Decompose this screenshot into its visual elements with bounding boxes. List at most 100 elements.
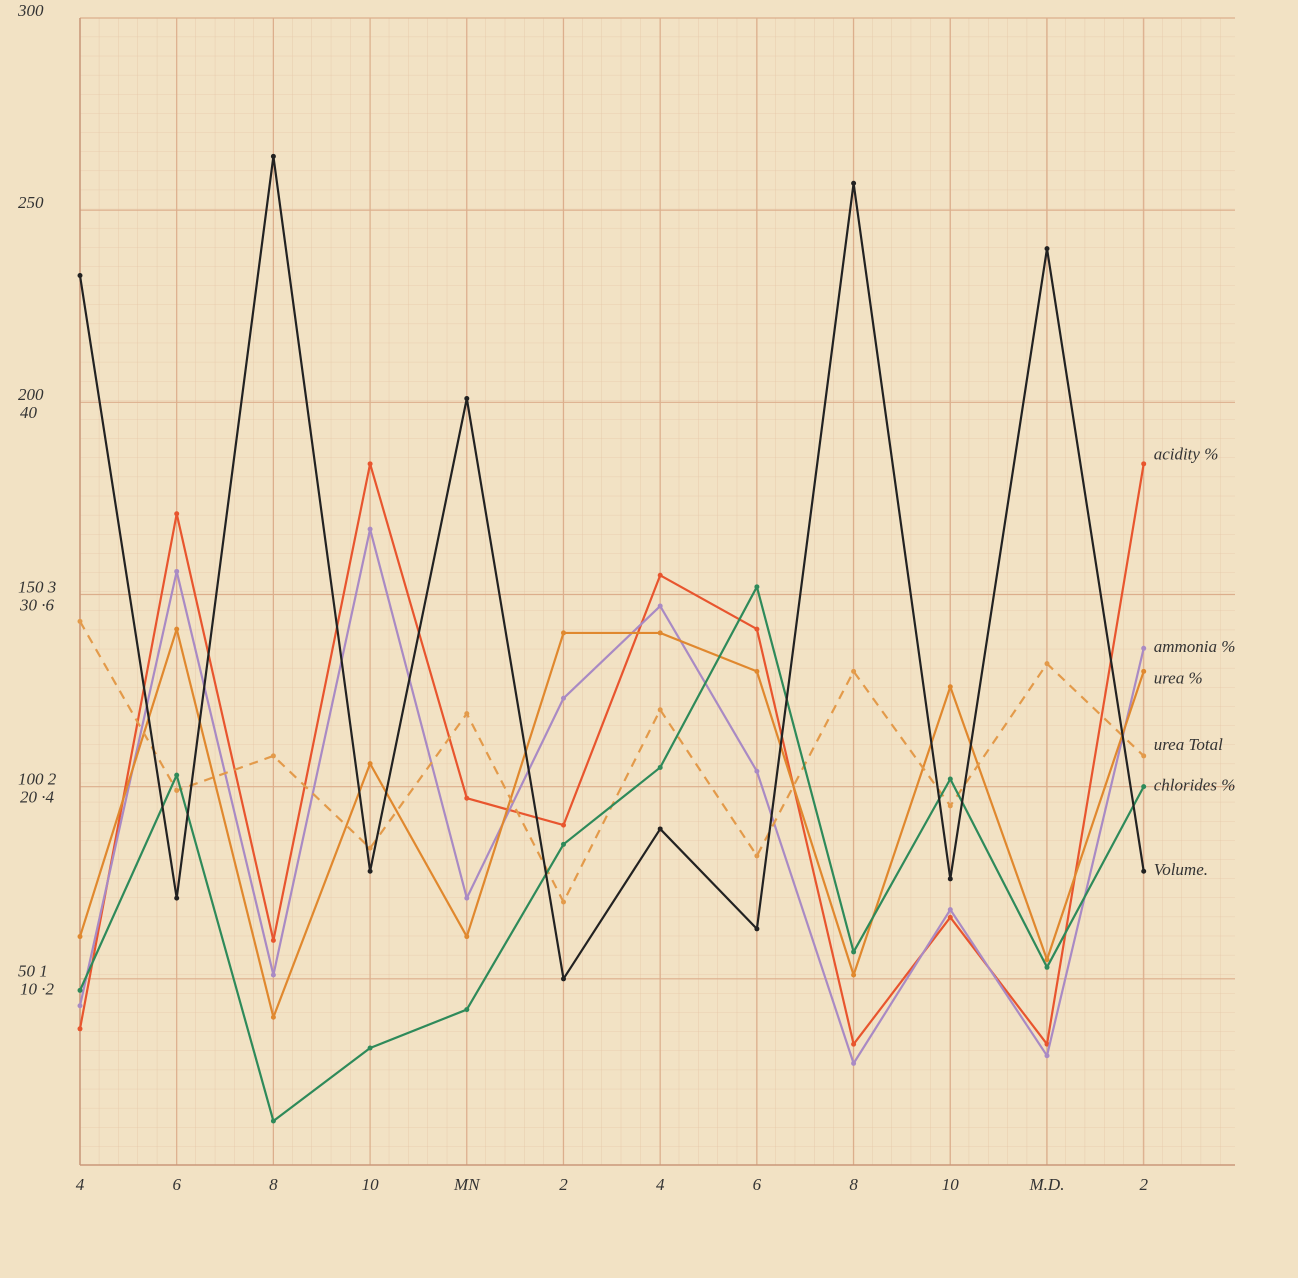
point [1045, 246, 1050, 251]
point [1141, 669, 1146, 674]
point [464, 796, 469, 801]
point [271, 753, 276, 758]
point [368, 761, 373, 766]
point [851, 1061, 856, 1066]
point [368, 846, 373, 851]
point [851, 972, 856, 977]
point [1045, 965, 1050, 970]
point [1141, 753, 1146, 758]
y2-tick-label: 40 [20, 403, 38, 422]
point [464, 896, 469, 901]
point [78, 934, 83, 939]
series-label: urea % [1154, 668, 1203, 687]
point [271, 154, 276, 159]
series-label: ammonia % [1154, 637, 1236, 656]
y-tick-label: 200 [18, 385, 44, 404]
point [561, 696, 566, 701]
y-tick-label: 150 3 [18, 577, 56, 596]
point [368, 527, 373, 532]
point [368, 869, 373, 874]
y-tick-label: 250 [18, 193, 44, 212]
point [851, 1042, 856, 1047]
point [78, 273, 83, 278]
y-tick-label: 300 [17, 1, 44, 20]
x-tick-label: 8 [849, 1175, 858, 1194]
point [174, 788, 179, 793]
series-label: chlorides % [1154, 776, 1236, 795]
point [174, 511, 179, 516]
point [561, 899, 566, 904]
point [1141, 869, 1146, 874]
point [658, 630, 663, 635]
point [1045, 957, 1050, 962]
point [464, 711, 469, 716]
point [754, 853, 759, 858]
y2-tick-label: 30 ·6 [19, 595, 55, 614]
point [948, 803, 953, 808]
point [851, 949, 856, 954]
x-tick-label: 2 [559, 1175, 568, 1194]
point [464, 1007, 469, 1012]
point [1141, 461, 1146, 466]
point [1141, 784, 1146, 789]
point [948, 907, 953, 912]
x-tick-label: 10 [942, 1175, 960, 1194]
point [948, 684, 953, 689]
point [754, 769, 759, 774]
point [78, 1003, 83, 1008]
point [561, 823, 566, 828]
x-tick-label: 4 [76, 1175, 85, 1194]
x-tick-label: 10 [362, 1175, 380, 1194]
point [658, 604, 663, 609]
y2-tick-label: 10 ·2 [20, 980, 55, 999]
point [1141, 646, 1146, 651]
point [464, 934, 469, 939]
series-label: urea Total [1154, 735, 1223, 754]
point [561, 630, 566, 635]
point [174, 773, 179, 778]
series-label: Volume. [1154, 860, 1208, 879]
point [658, 707, 663, 712]
x-tick-label: 2 [1139, 1175, 1148, 1194]
point [368, 461, 373, 466]
y-tick-label: 50 1 [18, 962, 48, 981]
point [754, 926, 759, 931]
point [1045, 661, 1050, 666]
point [658, 826, 663, 831]
point [78, 1026, 83, 1031]
point [174, 627, 179, 632]
x-tick-label: 4 [656, 1175, 665, 1194]
point [78, 988, 83, 993]
point [658, 573, 663, 578]
point [561, 976, 566, 981]
point [561, 842, 566, 847]
point [851, 669, 856, 674]
y2-tick-label: 20 ·4 [20, 788, 55, 807]
x-tick-label: MN [453, 1175, 481, 1194]
series-label: acidity % [1154, 445, 1219, 464]
point [78, 619, 83, 624]
x-tick-label: 8 [269, 1175, 278, 1194]
y-tick-label: 100 2 [18, 770, 57, 789]
chart: 4 6 8 10 MN 2 4 6 8 10 M.D. 2 50 1 100 2 150 3 200 250 30… [0, 0, 1298, 1278]
point [948, 876, 953, 881]
point [271, 1119, 276, 1124]
point [174, 569, 179, 574]
point [174, 896, 179, 901]
point [658, 765, 663, 770]
point [368, 1046, 373, 1051]
x-tick-label: 6 [172, 1175, 181, 1194]
point [754, 584, 759, 589]
point [851, 181, 856, 186]
point [271, 1015, 276, 1020]
point [754, 627, 759, 632]
point [754, 669, 759, 674]
point [271, 972, 276, 977]
point [464, 396, 469, 401]
point [1045, 1053, 1050, 1058]
point [948, 915, 953, 920]
x-tick-label: M.D. [1029, 1175, 1065, 1194]
point [271, 938, 276, 943]
x-tick-label: 6 [753, 1175, 762, 1194]
point [948, 776, 953, 781]
